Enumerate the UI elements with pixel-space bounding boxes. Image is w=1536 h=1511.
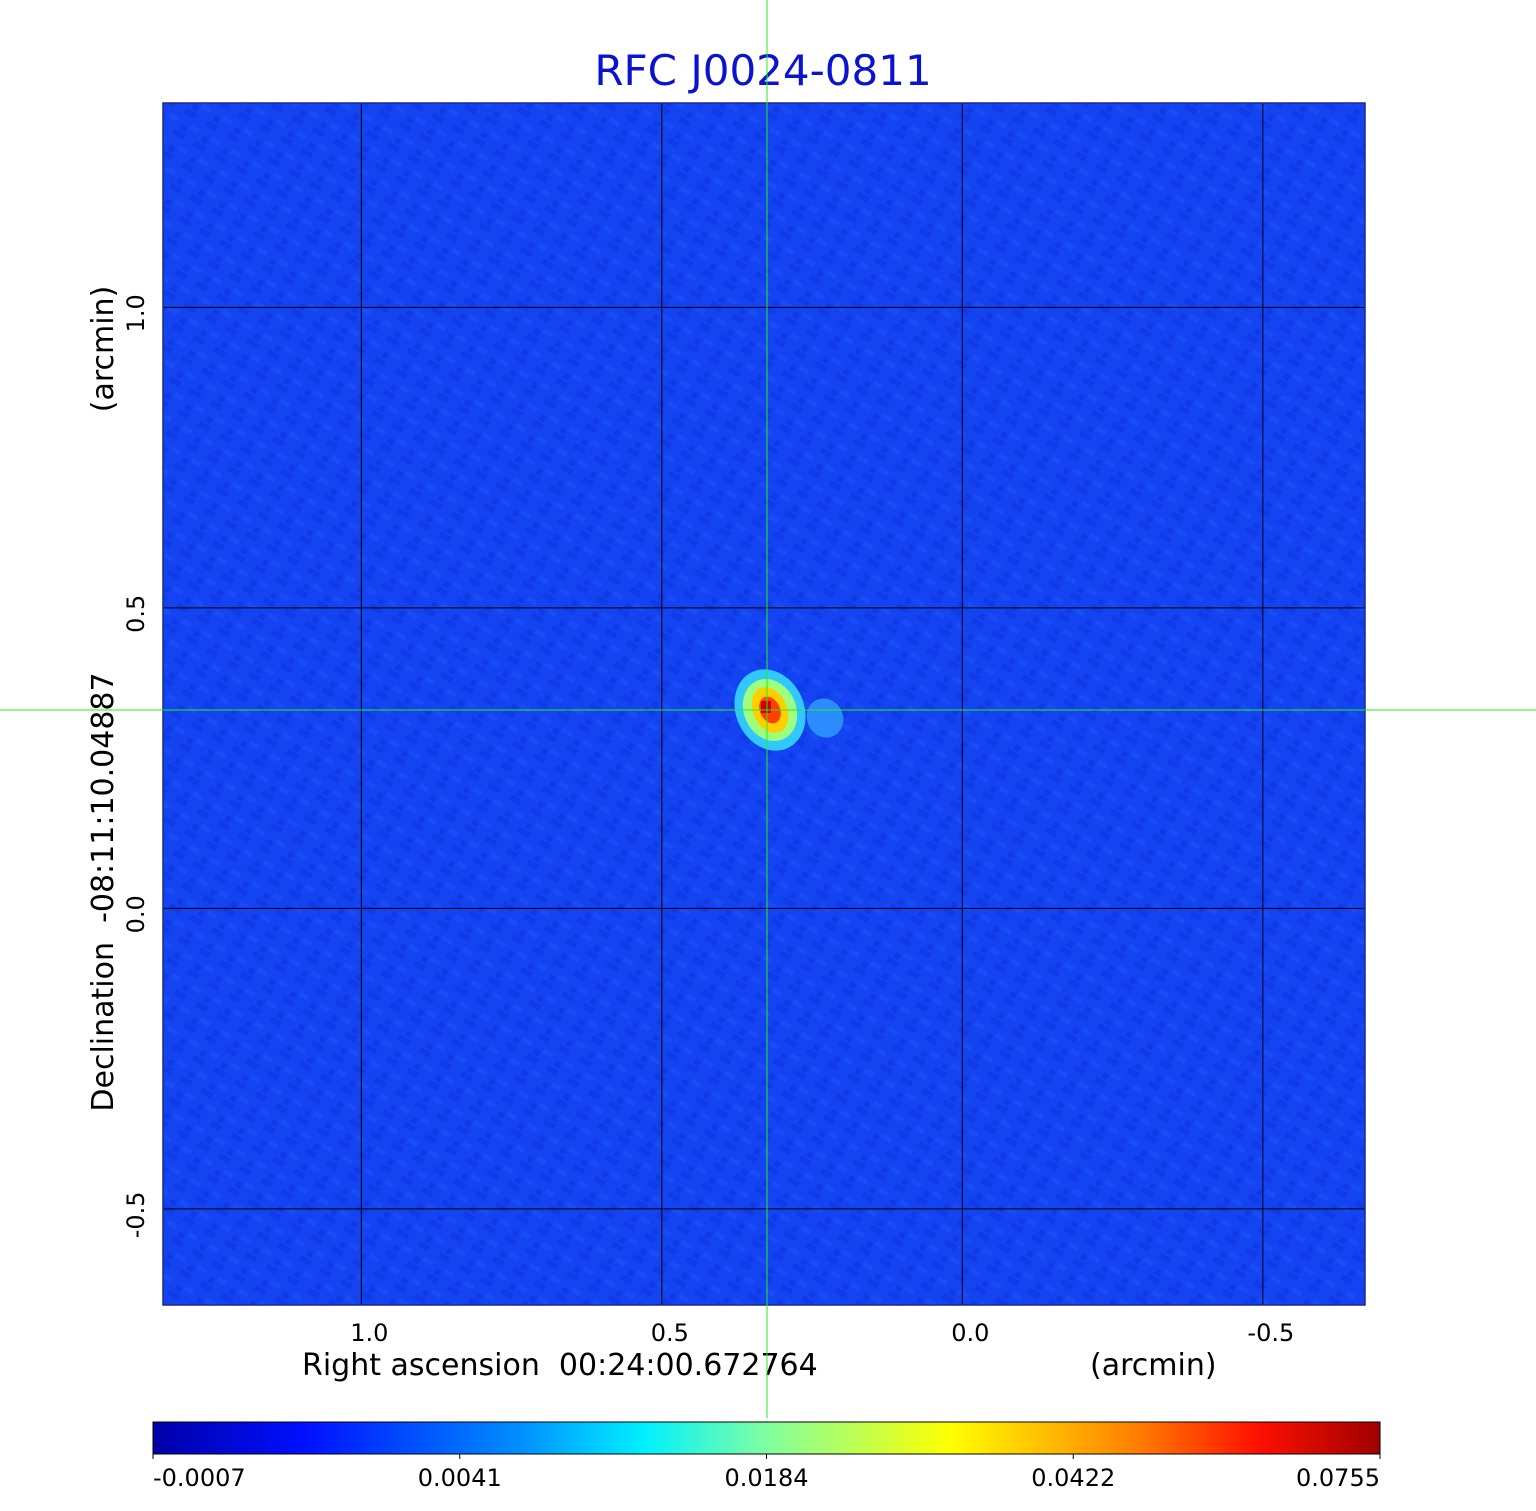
colorbar-tick-label: 0.0755 (1296, 1464, 1380, 1492)
chart-title: RFC J0024-0811 (594, 46, 931, 95)
crosshair (0, 0, 1536, 1418)
colorbar-tick-label: 0.0422 (1031, 1464, 1115, 1492)
colorbar-ticks: -0.0007 0.0041 0.0184 0.0422 0.0755 (152, 1454, 1381, 1492)
source-peak (761, 701, 772, 714)
coordinate-grid (163, 103, 1365, 1305)
x-tick-label: 0.5 (651, 1319, 689, 1347)
x-tick-label: 0.0 (951, 1319, 989, 1347)
y-tick-label: 1.0 (122, 294, 150, 332)
y-tick-label: -0.5 (122, 1191, 150, 1238)
y-tick-labels: 1.0 0.5 0.0 -0.5 (122, 294, 150, 1238)
colorbar-tick-label: 0.0184 (725, 1464, 809, 1492)
y-tick-label: 0.5 (122, 595, 150, 633)
colorbar-tick-label: 0.0041 (418, 1464, 502, 1492)
x-axis-label: Right ascension 00:24:00.672764 (302, 1348, 818, 1383)
colorbar-tick-label: -0.0007 (153, 1464, 246, 1492)
y-axis-unit: (arcmin) (86, 286, 121, 413)
x-tick-label: 1.0 (350, 1319, 388, 1347)
plot-frame (162, 102, 1366, 1306)
x-tick-label: -0.5 (1247, 1319, 1294, 1347)
colorbar (152, 1421, 1381, 1455)
x-axis-unit: (arcmin) (1090, 1348, 1217, 1383)
x-tick-labels: 1.0 0.5 0.0 -0.5 (350, 1319, 1294, 1347)
y-tick-label: 0.0 (122, 895, 150, 933)
source-sidelobe (806, 698, 844, 738)
y-axis-label: Declination -08:11:10.04887 (86, 672, 121, 1111)
